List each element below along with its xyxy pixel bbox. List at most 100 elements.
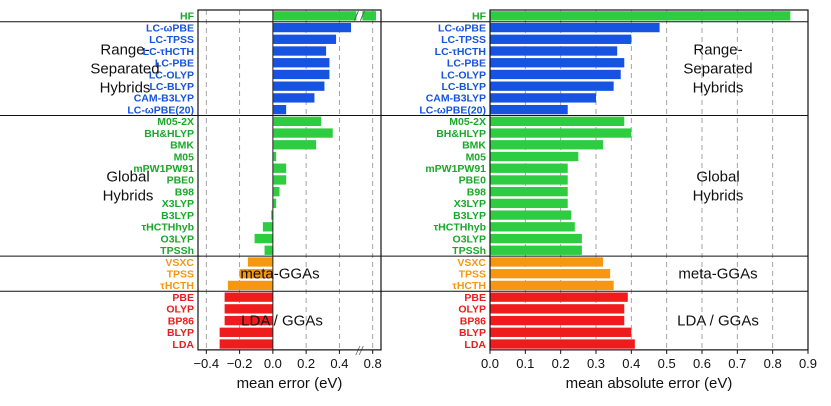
bar-b98 [272,187,280,197]
bar-mpw1pw91 [272,163,287,173]
group-label-mgga: meta-GGAs [678,266,757,283]
bar-lc-pbe [490,58,625,68]
category-label-m05-2x: M05-2X [157,116,194,128]
bar-break-gap [356,11,363,21]
bar-m05 [272,151,277,162]
tick-label: −0.4 [193,356,219,371]
tick-label: 0.8 [364,356,382,371]
category-label-pbe: PBE [172,292,194,304]
bar-bhandhlyp [490,128,632,138]
bar-x3lyp [490,198,568,209]
bar-tpssh [490,245,582,255]
category-label-lc-omegapbe: LC-ωPBE [438,22,486,34]
bar-pbe0 [272,175,287,185]
bar-pbe [490,292,628,302]
tick-label: 0.2 [552,356,570,371]
category-label-bp86: BP86 [460,315,486,327]
group-label-rsh: Hybrids [693,80,744,97]
category-label-olyp: OLYP [166,304,194,316]
bar-o3lyp [490,233,582,244]
category-label-pbe0: PBE0 [167,175,195,187]
category-label-lc-omegapbe: LC-ωPBE [146,22,194,34]
bar-break-mark [353,10,365,21]
bar-tpss [239,269,273,279]
bar-lc-olyp [272,69,330,80]
bar-tpss [490,269,611,279]
category-label-x3lyp: X3LYP [162,198,194,210]
bar-vsxc [247,257,273,267]
category-label-lc-blyp: LC-BLYP [441,81,486,93]
category-label-cam-b3lyp: CAM-B3LYP [426,93,486,105]
category-label-olyp: OLYP [458,304,486,316]
category-label-tauhcthhyb: τHCTHhyb [141,222,194,234]
category-label-hf: HF [180,11,195,23]
bar-lc-blyp [490,81,614,91]
category-label-tpss: TPSS [459,269,486,281]
group-label-mgga: meta-GGAs [240,266,319,283]
category-label-tpss: TPSS [167,269,194,281]
category-label-lc-tpss: LC-TPSS [149,34,194,46]
category-label-o3lyp: O3LYP [453,233,486,245]
category-label-lc-tauhcth: LC-τHCTH [143,46,194,58]
category-label-bhandhlyp: BH&HLYP [144,128,194,140]
category-label-lc-tpss: LC-TPSS [441,34,486,46]
tick-label: 0.4 [622,356,640,371]
category-label-lc-olyp: LC-OLYP [149,69,194,81]
category-label-m05: M05 [174,151,195,163]
group-label-lda: LDA / GGAs [241,313,323,330]
category-label-lc-pbe: LC-PBE [447,58,486,70]
category-label-b98: B98 [175,186,194,198]
bar-olyp [224,304,273,314]
bar-m05 [490,151,579,162]
category-label-o3lyp: O3LYP [161,233,194,245]
category-label-b98: B98 [467,186,486,198]
category-label-lc-omegapbe-20: LC-ωPBE(20) [127,104,194,116]
group-label-gh: Global [106,168,149,185]
category-label-bmk: BMK [462,140,486,152]
bar-cam-b3lyp [272,93,315,103]
bar-cam-b3lyp [490,93,596,103]
bar-tauhcth [490,280,614,291]
group-label-rsh: Separated [90,61,159,78]
category-label-bmk: BMK [170,140,194,152]
category-label-tauhcth: τHCTH [160,280,194,292]
category-label-blyp: BLYP [459,327,486,339]
bar-lc-tpss [490,34,632,44]
tick-label: 0.2 [297,356,315,371]
category-label-b3lyp: B3LYP [453,210,486,222]
bar-mpw1pw91 [490,163,568,173]
bar-lc-omegapbe-20 [272,104,287,115]
group-label-gh: Hybrids [103,187,154,204]
plot-frame [197,9,382,351]
category-label-b3lyp: B3LYP [161,210,194,222]
bar-vsxc [490,257,604,267]
category-label-tauhcthhyb: τHCTHhyb [433,222,486,234]
tick-label: 0.9 [799,356,817,371]
category-label-tpssh: TPSSh [452,245,486,257]
axis-break-mark: // [355,344,364,358]
group-label-rsh: Range- [100,42,149,59]
bar-bhandhlyp [272,128,333,138]
tick-label: 0.6 [693,356,711,371]
bar-bmk [272,140,317,150]
category-label-vsxc: VSXC [457,257,486,269]
bar-lc-blyp [272,81,325,91]
category-label-lda: LDA [172,339,194,351]
bar-pbe [224,292,273,302]
tick-label: −0.2 [227,356,253,371]
bar-tpssh [264,245,273,255]
group-label-rsh: Range- [693,42,742,59]
category-label-m05: M05 [466,151,487,163]
bar-x3lyp [272,198,277,209]
bar-lc-omegapbe-20 [490,104,568,115]
bar-lc-tauhcth [490,46,618,56]
category-label-bhandhlyp: BH&HLYP [436,128,486,140]
category-label-cam-b3lyp: CAM-B3LYP [134,93,194,105]
bar-lc-omegapbe [490,22,660,33]
category-label-blyp: BLYP [167,327,194,339]
bar-lc-omegapbe [272,22,352,33]
bar-tauhcth [227,280,273,291]
category-label-lc-omegapbe-20: LC-ωPBE(20) [419,104,486,116]
bar-blyp [219,327,273,337]
